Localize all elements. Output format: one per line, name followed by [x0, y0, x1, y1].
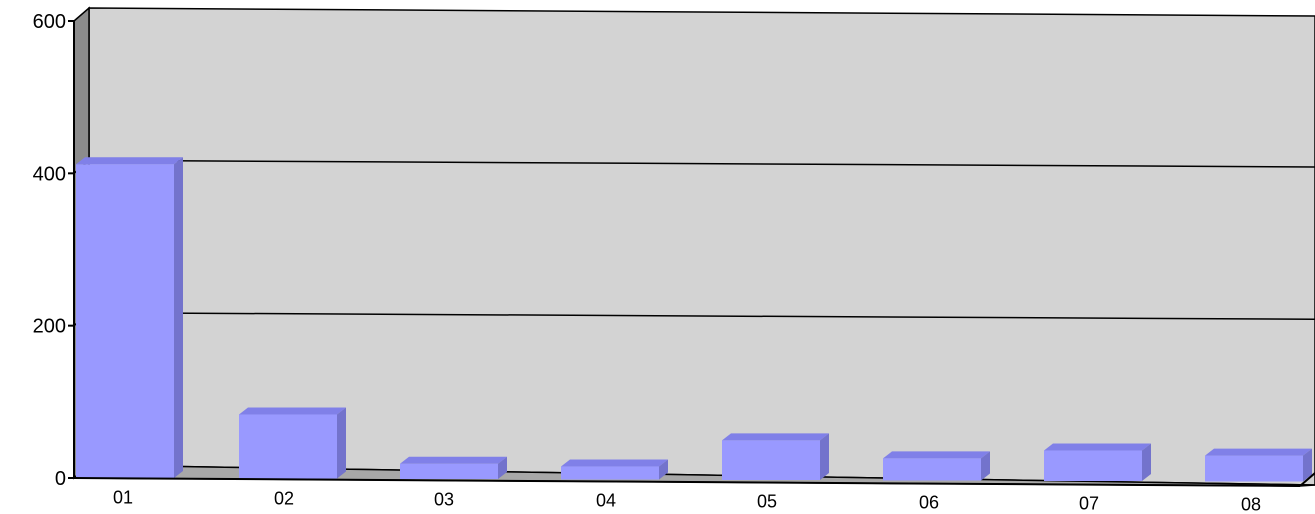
bars [76, 157, 1312, 482]
bar-side-07 [1142, 443, 1151, 481]
x-axis-line [73, 477, 1301, 487]
x-tick-label-06: 06 [919, 493, 939, 513]
bar-06 [883, 451, 990, 481]
bar-05 [722, 433, 829, 480]
bar-top-06 [883, 451, 990, 459]
x-tick-label-08: 08 [1241, 495, 1261, 514]
bar-top-05 [722, 433, 829, 441]
bar-side-05 [820, 433, 829, 480]
bar-front-01 [76, 164, 174, 478]
axes [68, 20, 1315, 487]
x-tick-label-02: 02 [274, 488, 294, 508]
y-tick-label-600: 600 [33, 11, 66, 33]
bar-side-03 [498, 456, 507, 479]
y-axis-tick-labels: 0 200 400 600 [33, 11, 66, 490]
bar-side-04 [659, 459, 668, 480]
bar-side-02 [337, 407, 346, 479]
bar-01 [76, 157, 183, 478]
bar-top-07 [1044, 443, 1151, 451]
y-tick-label-0: 0 [55, 468, 66, 490]
bar-03 [400, 456, 507, 479]
x-axis-category-labels: 01 02 03 04 05 06 07 08 [113, 487, 1261, 514]
bar-top-01 [76, 157, 183, 165]
bar-front-02 [239, 414, 337, 479]
x-axis-depth-edge [1299, 472, 1315, 487]
bar-top-04 [561, 459, 668, 467]
bar-04 [561, 459, 668, 480]
bar-top-02 [239, 407, 346, 415]
bar-front-04 [561, 466, 659, 480]
bar-02 [239, 407, 346, 479]
bar-top-03 [400, 456, 507, 464]
x-tick-label-03: 03 [434, 489, 454, 509]
bar-front-05 [722, 440, 820, 480]
bar-side-01 [174, 157, 183, 478]
bar-top-08 [1205, 448, 1312, 456]
bar-front-03 [400, 463, 498, 479]
x-tick-label-01: 01 [113, 487, 133, 507]
y-tick-label-200: 200 [33, 316, 66, 338]
bar-07 [1044, 443, 1151, 481]
bar-front-07 [1044, 450, 1142, 481]
gridline-400 [88, 159, 1315, 168]
bar-front-06 [883, 458, 981, 481]
x-tick-label-04: 04 [596, 490, 616, 510]
bar-side-06 [981, 451, 990, 481]
bar-side-08 [1303, 448, 1312, 482]
x-tick-label-05: 05 [757, 492, 777, 512]
bar-front-08 [1205, 455, 1303, 482]
bar-08 [1205, 448, 1312, 482]
gridline-200 [88, 311, 1315, 321]
y-tick-label-400: 400 [33, 163, 66, 185]
x-tick-label-07: 07 [1079, 494, 1099, 514]
